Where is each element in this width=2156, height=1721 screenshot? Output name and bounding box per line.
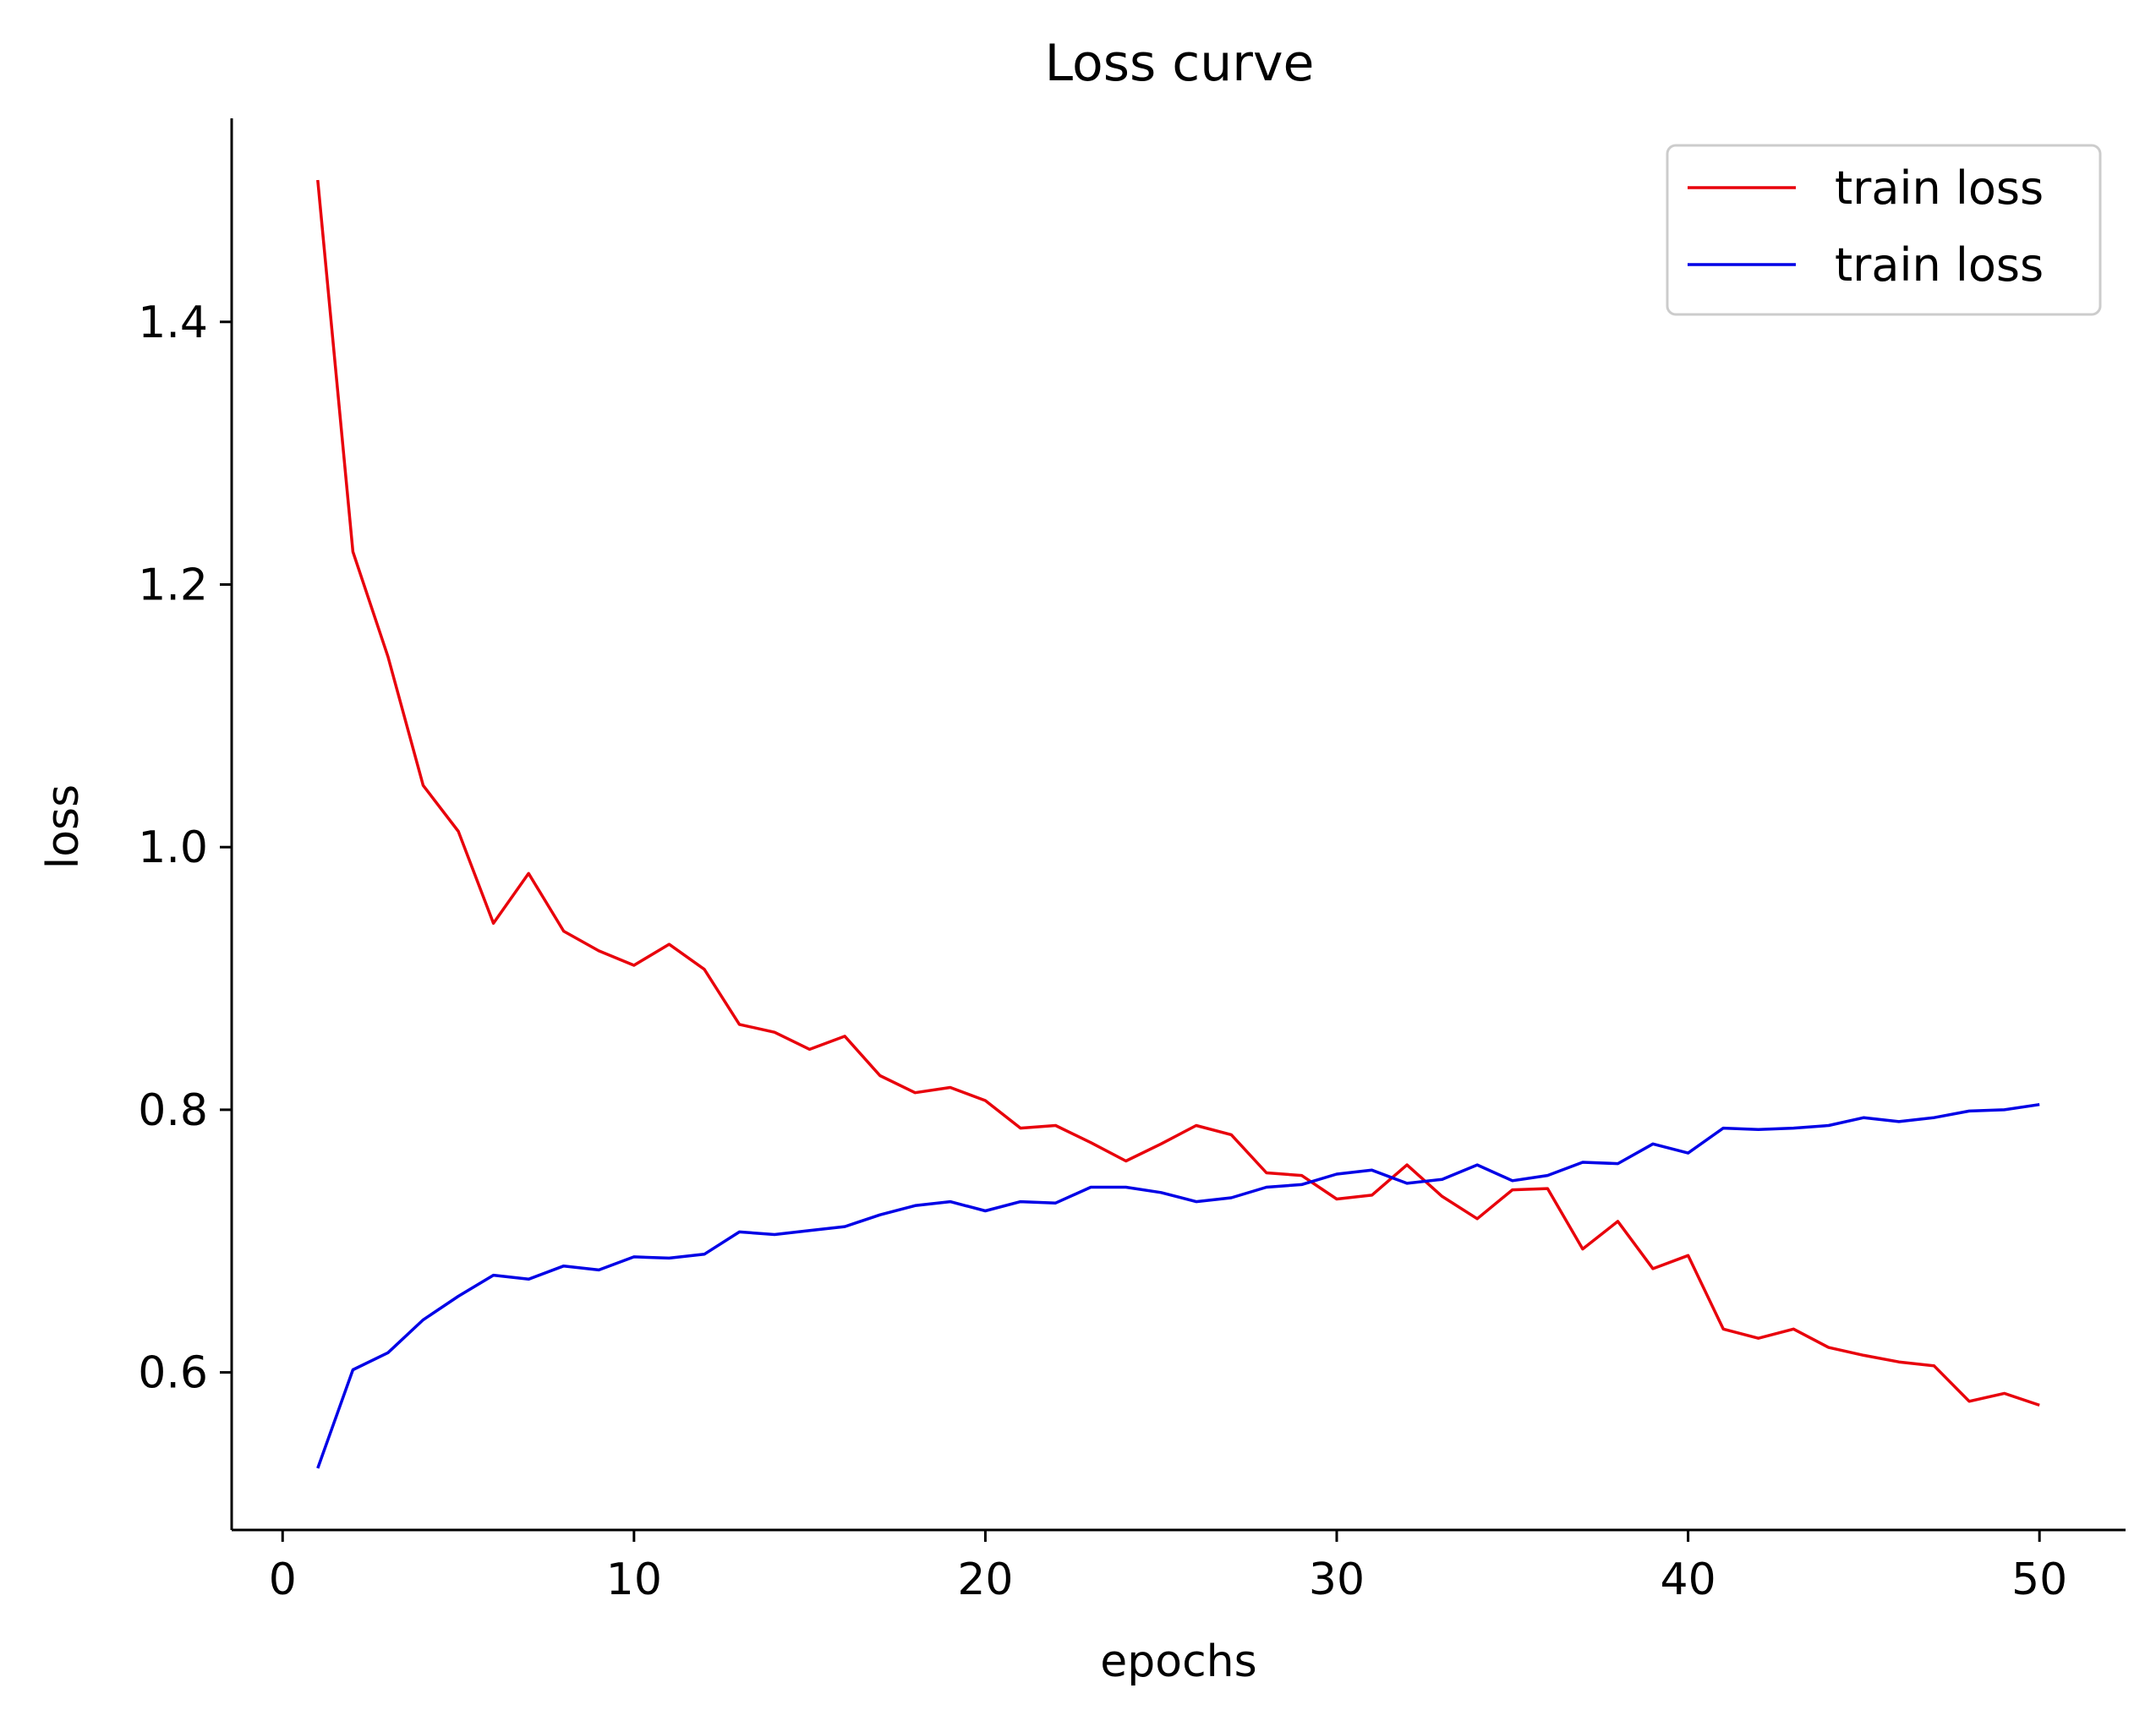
y-tick-label: 1.0 [138, 822, 208, 873]
x-tick-label: 50 [2011, 1554, 2067, 1605]
series-line-1 [316, 1102, 2040, 1469]
x-axis-label: epochs [1100, 1636, 1256, 1687]
y-tick-label: 1.2 [138, 560, 208, 610]
legend-label-train-loss-blue: train loss [1835, 238, 2044, 292]
x-tick-label: 10 [606, 1554, 662, 1605]
series-line-0 [316, 179, 2040, 1407]
y-axis-ticks: 0.6 0.8 1.0 1.2 1.4 [138, 298, 232, 1399]
plot-area: 0 10 20 30 40 50 0.6 0.8 1.0 1.2 1.4 [138, 118, 2126, 1605]
legend-label-train-loss-red: train loss [1835, 161, 2044, 215]
legend: train loss train loss [1666, 144, 2102, 316]
x-axis-ticks: 0 10 20 30 40 50 [269, 1530, 2067, 1605]
y-tick-label: 0.8 [138, 1085, 208, 1136]
x-tick-label: 40 [1661, 1554, 1716, 1605]
chart-title: Loss curve [1045, 34, 1315, 93]
x-tick-label: 30 [1309, 1554, 1365, 1605]
y-tick-label: 0.6 [138, 1348, 208, 1399]
series-layer [316, 179, 2040, 1469]
x-tick-label: 0 [269, 1554, 297, 1605]
y-axis-label: loss [38, 784, 89, 869]
x-tick-label: 20 [957, 1554, 1013, 1605]
y-tick-label: 1.4 [138, 298, 208, 348]
